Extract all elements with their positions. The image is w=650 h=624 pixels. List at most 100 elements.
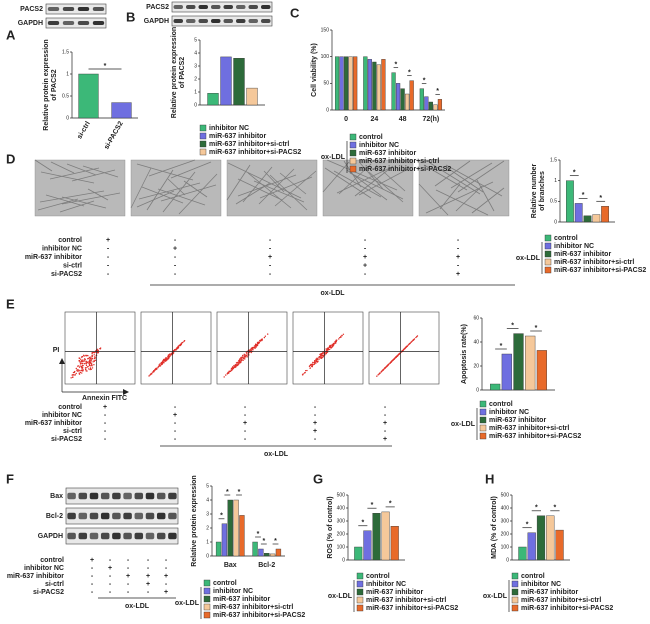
- flow-event: [78, 359, 81, 362]
- cell-sign: +: [243, 420, 247, 427]
- blot-band: [100, 492, 110, 500]
- cell-sign: -: [107, 271, 110, 278]
- flow-event: [309, 367, 311, 369]
- flow-event: [319, 356, 321, 358]
- tube: [253, 180, 305, 203]
- legend-label: control: [213, 580, 237, 587]
- flow-event: [326, 349, 328, 352]
- legend-swatch: [349, 157, 357, 165]
- flow-event: [389, 362, 391, 364]
- row-label: control: [58, 404, 82, 411]
- flow-event: [158, 365, 161, 367]
- legend-label: miR-637 inhibitor+si-ctrl: [209, 141, 289, 148]
- legend-group-label: ox-LDL: [328, 593, 353, 600]
- flow-event: [89, 357, 92, 360]
- legend-label: miR-637 inhibitor: [554, 251, 611, 258]
- cell-sign: -: [244, 436, 247, 443]
- flow-event: [232, 367, 235, 370]
- flow-event: [258, 341, 261, 344]
- flow-event: [79, 365, 81, 367]
- flow-event: [334, 341, 337, 343]
- flow-event: [320, 354, 322, 356]
- flow-event: [251, 346, 254, 349]
- flow-event: [159, 363, 161, 365]
- row-label: inhibitor NC: [42, 245, 82, 252]
- flow-event: [86, 362, 88, 364]
- tube: [434, 160, 471, 187]
- legend-swatch: [199, 132, 207, 140]
- blot-band: [168, 492, 177, 500]
- legend-swatch: [511, 580, 519, 588]
- tube: [455, 185, 483, 212]
- tube: [183, 180, 208, 198]
- legend-swatch: [511, 596, 519, 604]
- flow-event: [242, 359, 244, 362]
- flow-event: [254, 347, 256, 350]
- y-tick-label: 0: [506, 557, 509, 563]
- cell-sign: -: [244, 404, 247, 411]
- blot-band: [186, 19, 196, 23]
- flow-event: [160, 361, 163, 364]
- flow-event: [245, 355, 247, 358]
- cell-sign: -: [174, 436, 177, 443]
- legend-swatch: [349, 149, 357, 157]
- flow-event: [77, 368, 79, 371]
- legend-swatch: [511, 588, 519, 596]
- legend-swatch: [479, 416, 487, 424]
- bar: [339, 56, 344, 111]
- legend-label: inhibitor NC: [213, 588, 253, 595]
- flow-event: [88, 364, 91, 367]
- bar: [348, 56, 353, 111]
- y-tick-label: 500: [337, 492, 346, 498]
- flow-event: [78, 373, 81, 375]
- blot-frame: [45, 17, 107, 29]
- y-tick-label: 1.5: [62, 49, 69, 55]
- flow-event: [81, 355, 84, 358]
- legend-swatch: [349, 165, 357, 173]
- flow-event: [253, 345, 256, 347]
- cell-sign: -: [364, 245, 367, 252]
- flow-event: [311, 365, 313, 367]
- flow-event: [413, 338, 415, 341]
- blot-band: [78, 492, 88, 500]
- row-label: miR-637 inhibitor: [7, 573, 64, 580]
- legend-swatch: [356, 604, 364, 612]
- x-tick-label: si-ctrl: [76, 120, 92, 140]
- flow-event: [408, 343, 411, 345]
- flow-event: [167, 357, 170, 360]
- bar: [372, 513, 381, 561]
- blot-band: [92, 7, 105, 11]
- y-tick-label: 40: [473, 339, 479, 345]
- cell-sign: +: [126, 573, 130, 580]
- bar: [233, 499, 239, 557]
- cell-sign: -: [269, 245, 272, 252]
- legend-label: miR-637 inhibitor+si-PACS2: [521, 605, 613, 612]
- blot-band: [211, 5, 221, 9]
- bar: [264, 553, 270, 557]
- legend-swatch: [349, 141, 357, 149]
- flow-event: [164, 359, 167, 362]
- legend-label: miR-637 inhibitor+si-PACS2: [366, 605, 458, 612]
- blot-band: [156, 492, 166, 500]
- cell-sign: -: [174, 404, 177, 411]
- flow-event: [237, 360, 240, 362]
- tube: [259, 176, 313, 199]
- row-label: miR-637 inhibitor: [25, 254, 82, 261]
- bar: [390, 526, 399, 561]
- y-tick-label: 500: [501, 492, 510, 498]
- flow-event: [378, 372, 381, 375]
- legend-label: miR-637 inhibitor+si-PACS2: [489, 433, 581, 440]
- bar: [601, 206, 609, 223]
- sig-star: *: [554, 505, 557, 512]
- legend-label: miR-637 inhibitor: [359, 150, 416, 157]
- legend-swatch: [479, 400, 487, 408]
- flow-event: [260, 338, 263, 341]
- flow-event: [227, 372, 230, 374]
- blot-band: [198, 5, 208, 9]
- sig-star: *: [500, 343, 503, 350]
- x-tick-label: 24: [370, 116, 378, 123]
- legend-label: miR-637 inhibitor+si-PACS2: [209, 149, 301, 156]
- flow-event: [75, 372, 77, 375]
- flow-event: [72, 376, 74, 378]
